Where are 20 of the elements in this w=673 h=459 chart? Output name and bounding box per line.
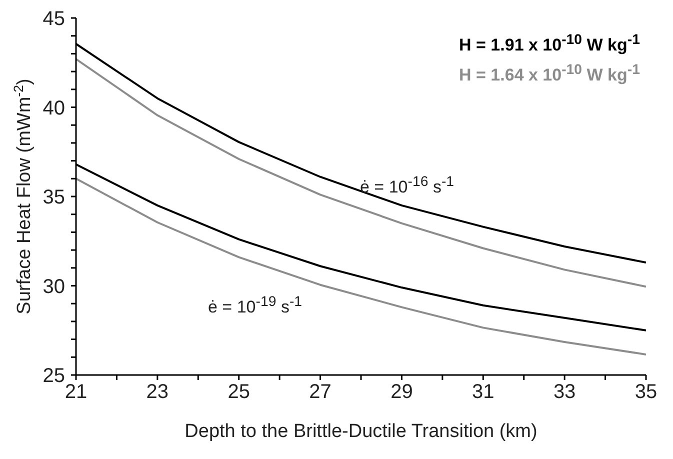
y-tick-label: 30 bbox=[42, 276, 65, 298]
y-tick-label: 35 bbox=[42, 186, 65, 208]
annotation: ė = 10$^{-19}$ s$^{-1}$ bbox=[208, 294, 302, 318]
text: H = 1.91 x 10$^{-10}$ W kg$^{-1}$ bbox=[459, 31, 640, 57]
x-axis-title: Depth to the Brittle-Ductile Transition (km) bbox=[184, 421, 538, 442]
x-tick-label: 25 bbox=[228, 381, 250, 403]
x-tick-label: 27 bbox=[309, 381, 332, 403]
annotation: ė = 10$^{-16}$ s$^{-1}$ bbox=[360, 174, 454, 198]
x-tick-label: 23 bbox=[146, 381, 169, 403]
x-tick-label: 33 bbox=[553, 381, 576, 403]
x-tick-label: 29 bbox=[390, 381, 413, 403]
line-series bbox=[76, 58, 646, 288]
x-tick-label: 21 bbox=[64, 381, 88, 403]
y-tick-label: 45 bbox=[42, 8, 65, 30]
x-tick-label: 31 bbox=[472, 381, 494, 403]
x-tick-label: 35 bbox=[634, 381, 658, 403]
text: H = 1.64 x 10$^{-10}$ W kg$^{-1}$ bbox=[459, 60, 640, 86]
line-series bbox=[76, 178, 646, 356]
y-tick-label: 25 bbox=[42, 365, 65, 387]
y-tick-label: 40 bbox=[42, 97, 65, 120]
